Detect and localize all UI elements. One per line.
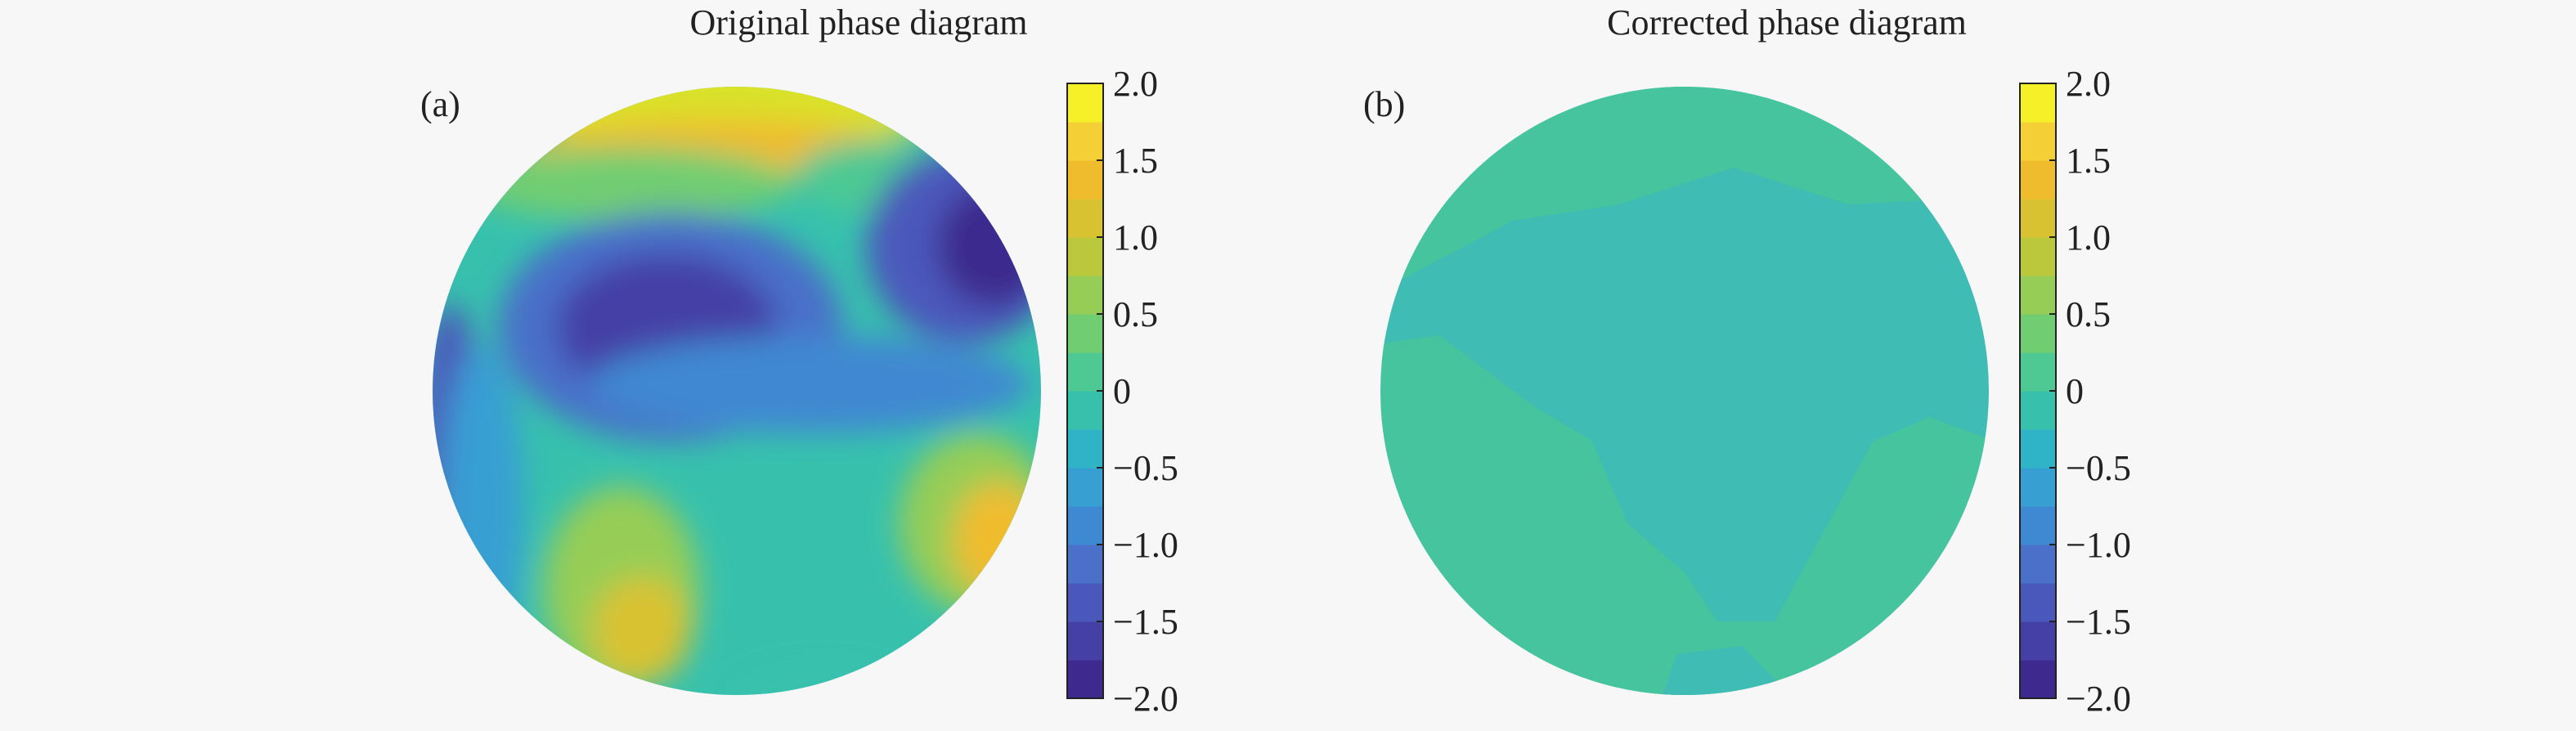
colorbar-swatch — [2020, 276, 2056, 315]
panel-a-title: Original phase diagram — [690, 2, 1028, 43]
colorbar-swatch — [1067, 545, 1103, 584]
colorbar-tick-label: −1.0 — [2066, 525, 2131, 565]
panel-b-title: Corrected phase diagram — [1607, 2, 1967, 43]
colorbar-tick-label: −0.5 — [1113, 448, 1178, 488]
colorbar-swatch — [1067, 660, 1103, 699]
colorbar-swatch — [2020, 660, 2056, 699]
colorbar-swatch — [1067, 506, 1103, 545]
colorbar-swatch — [1067, 352, 1103, 392]
panel-a-phase-map — [433, 87, 1041, 695]
colorbar-swatch — [1067, 391, 1103, 430]
colorbar-swatch — [2020, 314, 2056, 353]
colorbar-tick-label: 0 — [1113, 371, 1131, 411]
colorbar-tick-label: 1.5 — [2066, 141, 2111, 181]
panel-b-colorbar: 2.0 1.5 1.0 0.5 0 −0.5 −1.0 −1.5 −2.0 — [2019, 64, 2131, 719]
colorbar-tick-label: 0 — [2066, 371, 2084, 411]
colorbar-swatch — [1067, 583, 1103, 622]
colorbar-swatch — [1067, 122, 1103, 161]
colorbar-swatch — [2020, 352, 2056, 392]
colorbar-swatch — [2020, 468, 2056, 507]
colorbar-tick-label: −1.5 — [1113, 602, 1178, 642]
colorbar-swatch — [1067, 237, 1103, 276]
colorbar-swatch — [2020, 199, 2056, 238]
colorbar-tick-label: −2.0 — [1113, 679, 1178, 719]
colorbar-swatch — [2020, 429, 2056, 469]
colorbar-tick-label: 1.0 — [2066, 218, 2111, 258]
panel-a: Original phase diagram (a) — [420, 2, 1178, 719]
colorbar-tick-label: −1.0 — [1113, 525, 1178, 565]
colorbar-tick-label: −1.5 — [2066, 602, 2131, 642]
panel-a-colorbar: 2.0 1.5 1.0 0.5 0 −0.5 −1.0 −1.5 −2.0 — [1066, 64, 1178, 719]
panel-b-phase-map — [1380, 87, 1989, 695]
colorbar-swatch — [1067, 314, 1103, 353]
colorbar-swatch — [1067, 468, 1103, 507]
colorbar-swatch — [1067, 621, 1103, 661]
colorbar-swatch — [2020, 621, 2056, 661]
colorbar-swatch — [2020, 122, 2056, 161]
colorbar-swatch — [1067, 429, 1103, 469]
colorbar-swatch — [2020, 83, 2056, 123]
colorbar-tick-label: 0.5 — [1113, 294, 1158, 334]
colorbar-swatch — [1067, 160, 1103, 200]
colorbar-tick-label: 0.5 — [2066, 294, 2111, 334]
colorbar-tick-label: −0.5 — [2066, 448, 2131, 488]
colorbar-swatch — [2020, 160, 2056, 200]
colorbar-swatch — [2020, 237, 2056, 276]
panel-b: Corrected phase diagram (b) 2.0 1.5 1.0 0.5… — [1363, 2, 2131, 719]
colorbar-swatch — [1067, 83, 1103, 123]
colorbar-swatch — [2020, 545, 2056, 584]
panel-a-label: (a) — [420, 84, 460, 124]
colorbar-tick-label: 1.5 — [1113, 141, 1158, 181]
colorbar-swatch — [1067, 199, 1103, 238]
colorbar-tick-label: −2.0 — [2066, 679, 2131, 719]
colorbar-swatch — [2020, 583, 2056, 622]
colorbar-swatch — [1067, 276, 1103, 315]
colorbar-tick-label: 2.0 — [2066, 64, 2111, 104]
colorbar-swatch — [2020, 391, 2056, 430]
colorbar-swatch — [2020, 506, 2056, 545]
colorbar-tick-label: 1.0 — [1113, 218, 1158, 258]
colorbar-tick-label: 2.0 — [1113, 64, 1158, 104]
panel-b-label: (b) — [1363, 84, 1405, 124]
